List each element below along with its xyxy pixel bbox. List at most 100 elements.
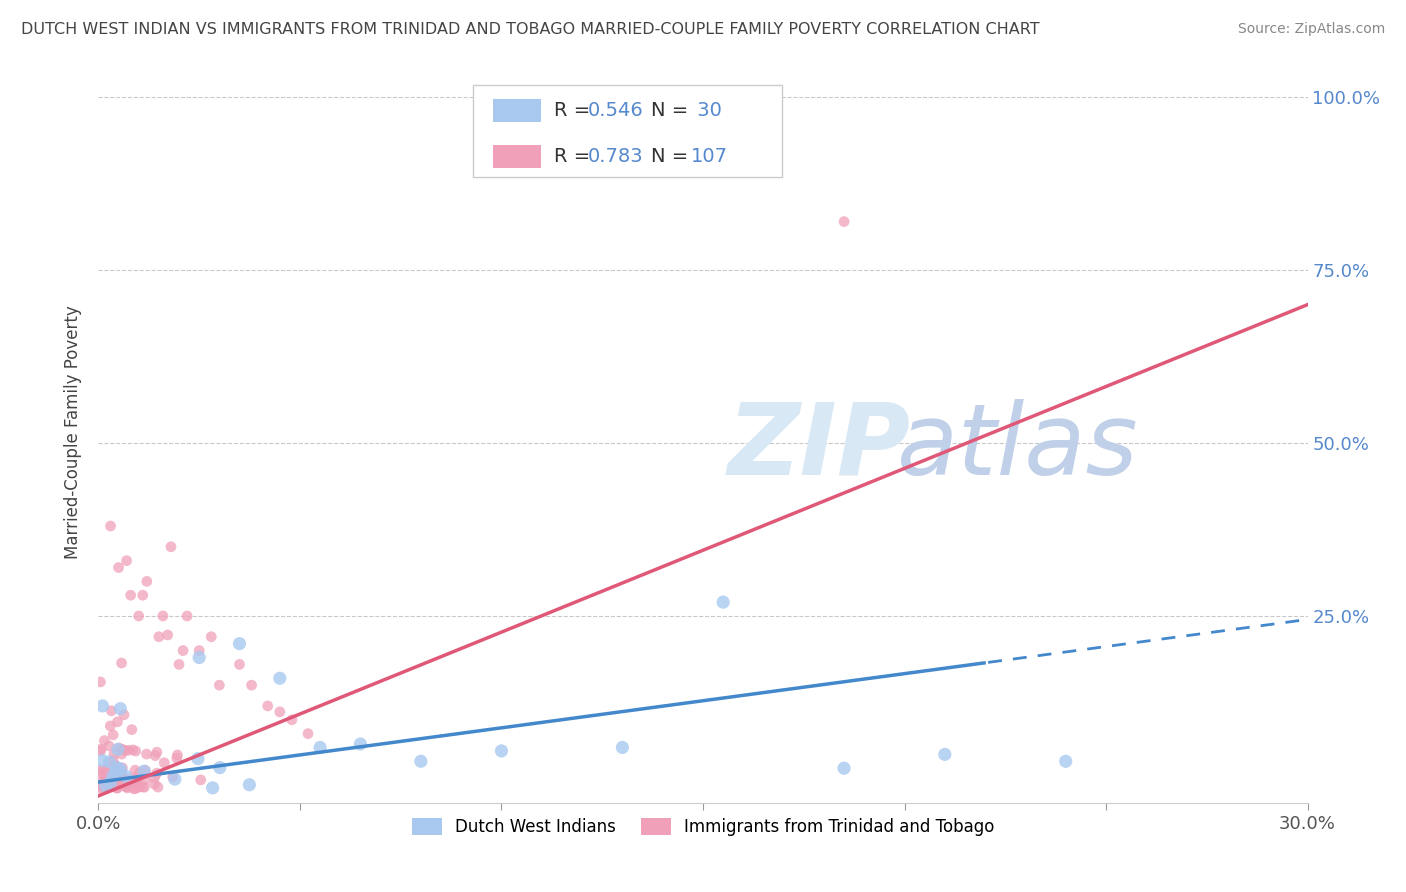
Point bbox=[90, 779, 112, 793]
Point bbox=[100, 780, 122, 794]
Point bbox=[349, 737, 371, 751]
Point bbox=[238, 778, 260, 792]
Point bbox=[269, 671, 291, 685]
Point bbox=[228, 637, 250, 651]
Point bbox=[1054, 754, 1077, 768]
Point bbox=[208, 678, 231, 692]
Point bbox=[104, 775, 127, 789]
Point bbox=[156, 628, 179, 642]
Point bbox=[93, 733, 115, 747]
Text: ZIP: ZIP bbox=[727, 399, 910, 496]
Point bbox=[208, 761, 231, 775]
Point bbox=[112, 707, 135, 722]
Point bbox=[114, 779, 136, 793]
Point bbox=[111, 769, 134, 783]
Point bbox=[128, 779, 150, 793]
Point bbox=[91, 698, 114, 713]
Point bbox=[121, 743, 143, 757]
Point bbox=[98, 776, 121, 790]
Point bbox=[134, 764, 156, 778]
Point bbox=[94, 779, 117, 793]
Point bbox=[240, 678, 263, 692]
Point bbox=[107, 714, 129, 729]
Point bbox=[111, 747, 134, 761]
Point bbox=[131, 780, 153, 794]
Point bbox=[256, 698, 278, 713]
FancyBboxPatch shape bbox=[474, 85, 782, 178]
Point bbox=[132, 588, 155, 602]
Point bbox=[127, 775, 149, 789]
Point bbox=[148, 630, 170, 644]
Point bbox=[98, 776, 121, 790]
Text: 0.546: 0.546 bbox=[588, 101, 644, 120]
Point bbox=[90, 742, 112, 756]
Point bbox=[832, 761, 855, 775]
Point bbox=[115, 554, 138, 568]
Point bbox=[128, 765, 150, 780]
Point bbox=[115, 780, 138, 794]
Point bbox=[297, 726, 319, 740]
Point bbox=[94, 776, 117, 790]
Point bbox=[105, 773, 128, 788]
Text: N =: N = bbox=[651, 101, 695, 120]
Point bbox=[91, 754, 114, 768]
Point bbox=[135, 574, 157, 589]
Point bbox=[117, 743, 139, 757]
Point bbox=[187, 751, 209, 765]
Point bbox=[134, 772, 156, 787]
Point bbox=[101, 754, 124, 768]
Point bbox=[134, 780, 156, 795]
Point bbox=[110, 765, 132, 780]
Point bbox=[166, 747, 188, 762]
Point bbox=[832, 214, 855, 228]
Point bbox=[132, 764, 155, 779]
Point bbox=[201, 780, 224, 795]
Point bbox=[146, 780, 169, 794]
Text: DUTCH WEST INDIAN VS IMMIGRANTS FROM TRINIDAD AND TOBAGO MARRIED-COUPLE FAMILY P: DUTCH WEST INDIAN VS IMMIGRANTS FROM TRI… bbox=[21, 22, 1039, 37]
Point bbox=[96, 779, 118, 793]
Point bbox=[91, 777, 114, 791]
Point bbox=[107, 771, 129, 785]
Point bbox=[176, 609, 198, 624]
Point bbox=[111, 775, 134, 789]
Point bbox=[121, 723, 143, 737]
Point bbox=[114, 769, 136, 783]
Point bbox=[162, 770, 184, 784]
Point bbox=[228, 657, 250, 672]
Point bbox=[108, 741, 131, 756]
Point bbox=[110, 762, 132, 776]
Point bbox=[98, 755, 121, 769]
Point bbox=[89, 763, 111, 777]
Point bbox=[143, 771, 166, 785]
Point bbox=[309, 740, 332, 755]
Point bbox=[103, 773, 125, 788]
Text: R =: R = bbox=[554, 147, 596, 166]
Text: 30: 30 bbox=[690, 101, 721, 120]
Point bbox=[91, 764, 114, 778]
Point bbox=[104, 765, 127, 780]
Point bbox=[91, 780, 114, 794]
Point bbox=[200, 630, 222, 644]
Point bbox=[409, 754, 432, 768]
Point bbox=[114, 772, 136, 787]
Point bbox=[93, 770, 115, 784]
Point bbox=[107, 742, 129, 756]
Point bbox=[491, 744, 513, 758]
Point bbox=[188, 643, 211, 657]
Point bbox=[105, 761, 128, 775]
Legend: Dutch West Indians, Immigrants from Trinidad and Tobago: Dutch West Indians, Immigrants from Trin… bbox=[405, 811, 1001, 843]
Point bbox=[111, 761, 134, 775]
Point bbox=[98, 778, 121, 792]
Point bbox=[934, 747, 956, 762]
FancyBboxPatch shape bbox=[492, 145, 541, 169]
Point bbox=[115, 780, 138, 794]
Point bbox=[104, 762, 127, 776]
Point bbox=[153, 756, 176, 770]
Point bbox=[163, 772, 186, 786]
Point bbox=[93, 766, 115, 780]
Point bbox=[107, 560, 129, 574]
Point bbox=[94, 779, 117, 793]
Point bbox=[188, 650, 211, 665]
Point bbox=[110, 701, 132, 715]
Point bbox=[172, 643, 194, 657]
